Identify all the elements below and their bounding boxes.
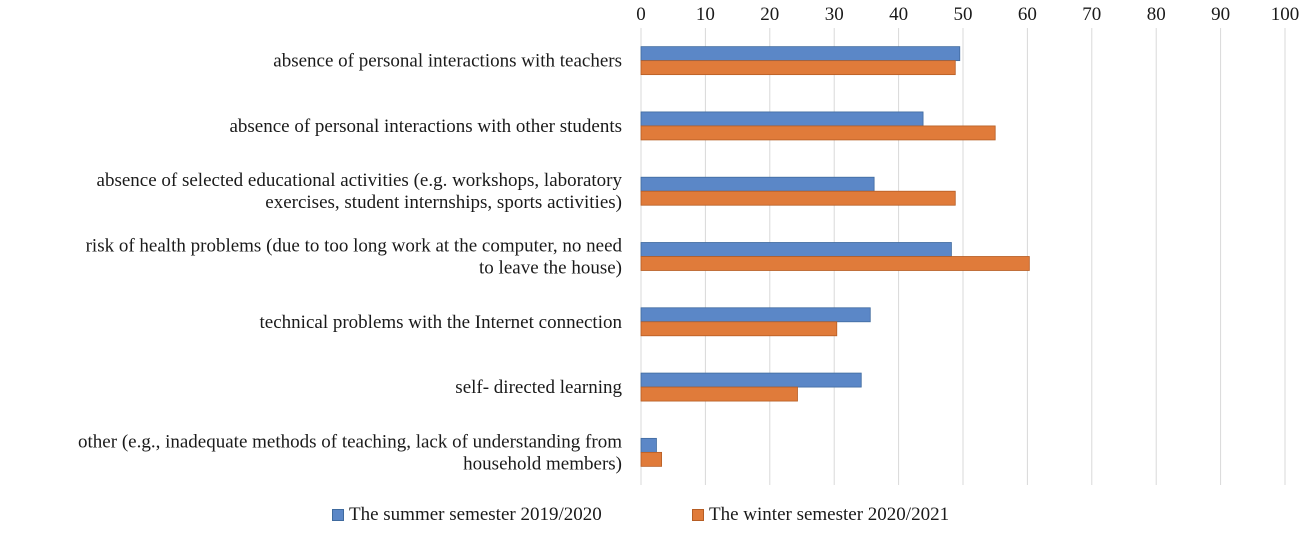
category-labels: absence of personal interactions with te…: [78, 51, 622, 475]
bar-summer-semester: [640, 437, 657, 453]
bar-summer-semester: [640, 46, 961, 62]
legend-swatch-summer: [332, 509, 344, 521]
x-tick-label: 90: [1211, 4, 1230, 25]
legend-label-summer: The summer semester 2019/2020: [349, 504, 602, 525]
legend-label-winter: The winter semester 2020/2021: [709, 504, 950, 525]
x-tick-label: 100: [1271, 4, 1300, 25]
x-tick-label: 40: [889, 4, 908, 25]
x-axis-ticks: 0 10 20 30 40 50 60 70 80 90 100: [636, 4, 1299, 25]
bar-winter-semester: [640, 386, 798, 402]
bar-summer-semester: [640, 307, 871, 323]
category-label: household members): [463, 453, 622, 474]
bar-chart: 0 10 20 30 40 50 60 70 80 90 100 absence of person…: [78, 4, 1299, 485]
bar-summer-semester: [640, 176, 875, 192]
bar-winter-semester: [640, 125, 996, 141]
x-tick-label: 10: [696, 4, 715, 25]
x-tick-label: 70: [1082, 4, 1101, 25]
category-label: absence of personal interactions with te…: [273, 51, 622, 72]
bar-winter-semester: [640, 451, 663, 467]
bar-winter-semester: [640, 321, 838, 337]
category-label: absence of selected educational activiti…: [97, 170, 623, 191]
category-label: absence of personal interactions with ot…: [229, 116, 622, 137]
category-label: technical problems with the Internet con…: [260, 312, 623, 333]
x-tick-label: 30: [825, 4, 844, 25]
category-label: self- directed learning: [455, 377, 622, 398]
legend-swatch-winter: [692, 509, 704, 521]
category-label: to leave the house): [479, 258, 622, 279]
x-tick-label: 80: [1147, 4, 1166, 25]
x-tick-label: 60: [1018, 4, 1037, 25]
bar-summer-semester: [640, 111, 924, 127]
bar-summer-semester: [640, 372, 862, 388]
category-label: risk of health problems (due to too long…: [86, 236, 623, 257]
category-label: exercises, student internships, sports a…: [265, 192, 622, 213]
bar-winter-semester: [640, 60, 956, 76]
legend-item-summer: The summer semester 2019/2020: [332, 504, 602, 526]
legend-item-winter: The winter semester 2020/2021: [692, 504, 949, 526]
x-tick-label: 50: [954, 4, 973, 25]
x-tick-label: 0: [636, 4, 646, 25]
bars: [640, 46, 1030, 467]
x-tick-label: 20: [760, 4, 779, 25]
bar-winter-semester: [640, 190, 956, 206]
category-label: other (e.g., inadequate methods of teach…: [78, 431, 622, 452]
bar-summer-semester: [640, 242, 952, 257]
legend: The summer semester 2019/2020 The winter…: [0, 504, 1301, 532]
bar-winter-semester: [640, 256, 1030, 271]
